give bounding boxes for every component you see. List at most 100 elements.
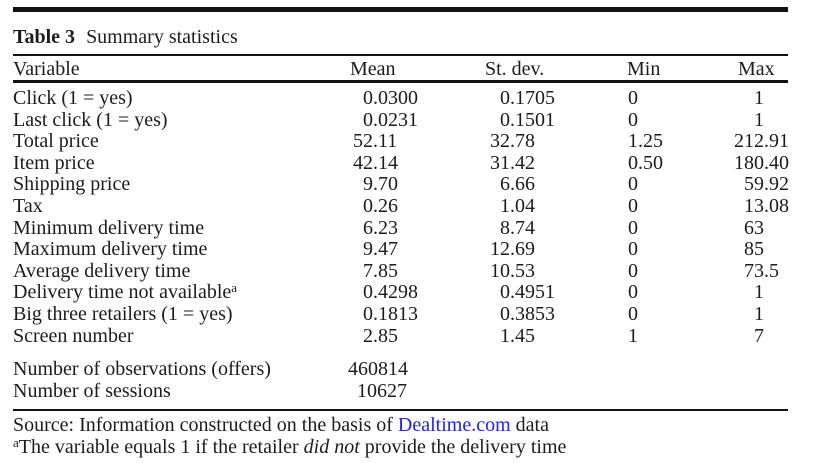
cell-min: 0.50: [628, 151, 663, 174]
table-title: Summary statistics: [86, 26, 238, 48]
table-row: Item price 42.14 31.42 0.50 180.40: [13, 151, 789, 175]
column-header-mean: Mean: [350, 58, 396, 80]
table-header-row: Variable Mean St. dev. Min Max: [13, 56, 788, 80]
table-body: Click (1 = yes) 0.0300 0.1705 0 1 Last c…: [13, 83, 789, 348]
cell-mean: 6.23: [363, 216, 398, 239]
summary-statistics-table: Table 3 Summary statistics Variable Mean …: [13, 7, 789, 458]
cell-min: 0: [628, 281, 638, 304]
cell-stdev: 31.42: [490, 151, 535, 174]
cell-mean: 52.11: [353, 130, 398, 153]
cell-variable: Tax: [13, 194, 43, 217]
superscript-a: a: [231, 280, 238, 296]
cell-mean: 0.1813: [363, 302, 418, 325]
table-row: Minimum delivery time 6.23 8.74 0 63: [13, 216, 788, 240]
footnote-a: aThe variable equals 1 if the retailer d…: [13, 436, 788, 458]
summary-section: Number of observations (offers) 460814 N…: [13, 359, 788, 409]
cell-stdev: 1.04: [500, 194, 535, 217]
cell-variable: Total price: [13, 130, 99, 153]
cell-variable: Last click (1 = yes): [13, 108, 168, 131]
cell-max: 180.40: [734, 151, 789, 174]
cell-min: 0: [628, 173, 638, 196]
cell-mean: 0.4298: [363, 281, 418, 304]
top-rule: [13, 7, 788, 12]
column-header-stdev: St. dev.: [485, 58, 545, 80]
source-text: Source: Information constructed on the b…: [13, 414, 398, 437]
caption-rule: [13, 54, 788, 56]
cell-variable: Item price: [13, 151, 95, 174]
table-number: Table 3: [13, 26, 76, 48]
summary-label: Number of sessions: [13, 379, 171, 402]
cell-mean: 7.85: [363, 259, 398, 282]
cell-max: 1: [754, 281, 764, 304]
table-row: Big three retailers (1 = yes) 0.1813 0.3…: [13, 302, 788, 326]
cell-max: 13.08: [744, 194, 789, 217]
cell-min: 0: [628, 259, 638, 282]
cell-max: 59.92: [744, 173, 789, 196]
column-header-min: Min: [627, 58, 661, 80]
cell-stdev: 0.1705: [500, 87, 555, 109]
bottom-rule: [13, 409, 788, 412]
cell-variable: Delivery time not availablea: [13, 280, 238, 304]
cell-variable: Average delivery time: [13, 259, 191, 282]
table-row: Maximum delivery time 9.47 12.69 0 85: [13, 238, 788, 261]
cell-max: 1: [754, 87, 764, 109]
summary-value: 10627: [357, 379, 407, 402]
cell-stdev: 0.3853: [500, 302, 555, 325]
cell-variable: Big three retailers (1 = yes): [13, 302, 233, 325]
table-row: Delivery time not availablea 0.4298 0.49…: [13, 280, 788, 304]
cell-stdev: 0.4951: [500, 281, 555, 304]
cell-min: 0: [628, 87, 638, 109]
dealtime-link[interactable]: Dealtime.com: [397, 414, 511, 437]
table-row: Last click (1 = yes) 0.0231 0.1501 0 1: [13, 108, 788, 132]
source-text-suffix: data: [510, 414, 549, 437]
cell-min: 0: [628, 238, 638, 261]
cell-max: 7: [754, 324, 764, 347]
table-caption: Table 3 Summary statistics: [13, 25, 788, 49]
summary-row: Number of sessions 10627: [13, 379, 788, 403]
table-footer: Source: Information constructed on the b…: [13, 411, 788, 458]
table-row: Click (1 = yes) 0.0300 0.1705 0 1: [13, 87, 788, 110]
cell-max: 1: [754, 108, 764, 131]
cell-min: 0: [628, 302, 638, 325]
cell-variable: Screen number: [13, 324, 134, 347]
cell-stdev: 6.66: [500, 173, 535, 196]
cell-max: 85: [744, 238, 764, 261]
cell-mean: 2.85: [363, 324, 398, 347]
cell-max: 63: [744, 216, 764, 239]
cell-max: 212.91: [734, 130, 789, 153]
cell-stdev: 10.53: [490, 259, 535, 282]
footnote-emphasis: did not: [303, 436, 360, 459]
cell-max: 1: [754, 302, 764, 325]
cell-min: 0: [628, 108, 638, 131]
header-rule: [13, 80, 788, 83]
table-row: Screen number 2.85 1.45 1 7: [13, 324, 788, 348]
footnote-text: The variable equals 1 if the retailer: [18, 436, 304, 459]
footnote-marker: a: [13, 435, 19, 451]
source-note: Source: Information constructed on the b…: [13, 414, 788, 436]
cell-mean: 42.14: [353, 151, 398, 174]
column-header-variable: Variable: [13, 58, 80, 80]
cell-stdev: 8.74: [500, 216, 535, 239]
cell-variable: Shipping price: [13, 173, 131, 196]
cell-min: 0: [628, 216, 638, 239]
cell-max: 73.5: [744, 259, 779, 282]
cell-variable: Click (1 = yes): [13, 87, 133, 109]
summary-row: Number of observations (offers) 460814: [13, 359, 788, 381]
cell-mean: 9.70: [363, 173, 398, 196]
cell-mean: 0.26: [363, 194, 398, 217]
cell-mean: 9.47: [363, 238, 398, 261]
column-header-max: Max: [738, 58, 775, 80]
cell-min: 0: [628, 194, 638, 217]
cell-stdev: 0.1501: [500, 108, 555, 131]
footnote-text-end: provide the delivery time: [359, 436, 567, 459]
summary-value: 460814: [348, 358, 408, 381]
cell-mean: 0.0300: [363, 87, 418, 109]
summary-label: Number of observations (offers): [13, 358, 271, 381]
cell-mean: 0.0231: [363, 108, 418, 131]
cell-min: 1: [628, 324, 638, 347]
cell-stdev: 1.45: [500, 324, 535, 347]
cell-min: 1.25: [628, 130, 663, 153]
cell-stdev: 32.78: [490, 130, 535, 153]
table-row: Tax 0.26 1.04 0 13.08: [13, 194, 789, 218]
